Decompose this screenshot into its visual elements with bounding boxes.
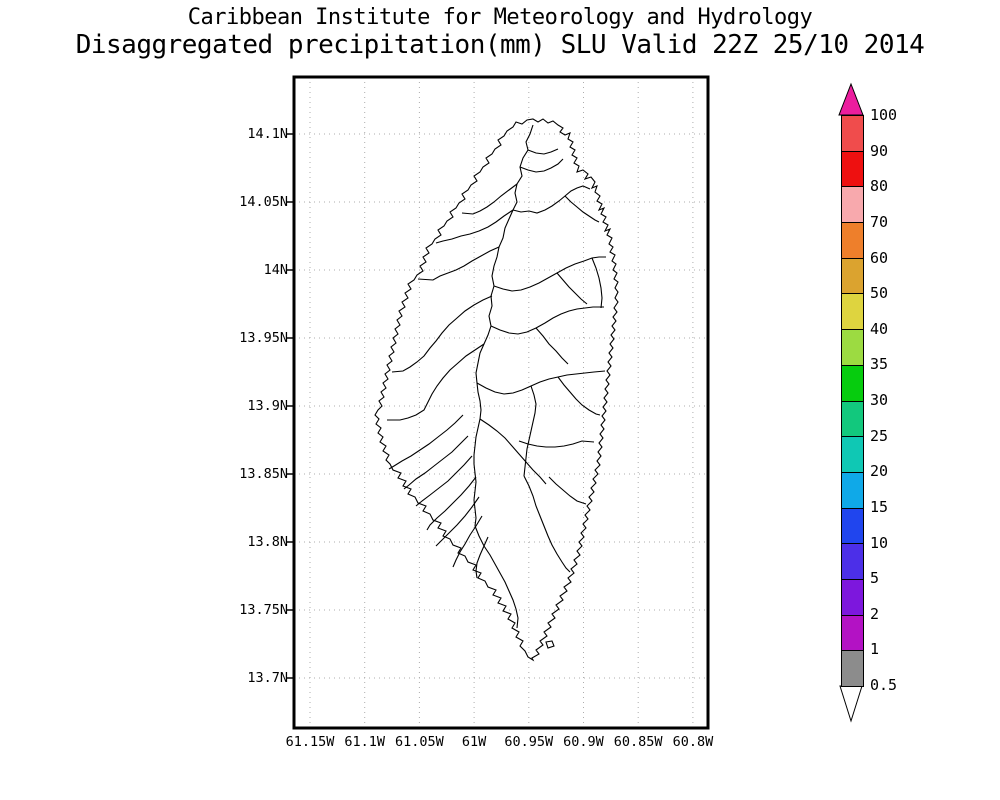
colorbar-value-label: 15	[870, 497, 889, 516]
lon-axis-label: 60.8W	[672, 734, 714, 750]
watershed-line	[461, 183, 518, 215]
lon-axis-label: 61.15W	[285, 734, 335, 750]
watershed-line	[426, 476, 477, 531]
watershed-line	[564, 195, 600, 223]
watershed-line	[417, 246, 500, 281]
colorbar-value-label: 2	[870, 604, 880, 623]
colorbar-value-label: 5	[870, 569, 880, 588]
colorbar-value-label: 80	[870, 177, 889, 196]
colorbar-value-label: 60	[870, 248, 889, 267]
watershed-line	[475, 209, 514, 384]
watershed-line	[490, 306, 604, 335]
colorbar-segment	[842, 437, 863, 473]
lat-axis-label: 13.9N	[247, 398, 288, 414]
colorbar-value-label: 1	[870, 640, 880, 659]
lat-axis-label: 14.1N	[247, 126, 288, 142]
watershed-line	[535, 327, 569, 365]
colorbar-value-label: 100	[870, 106, 898, 124]
watershed-line	[391, 295, 493, 373]
watershed-line	[512, 185, 591, 214]
colorbar-arrow-down	[839, 685, 863, 723]
lon-axis-label: 61.05W	[395, 734, 444, 750]
colorbar-segment	[842, 401, 863, 438]
colorbar-segment	[842, 508, 863, 545]
colorbar-value-label: 35	[870, 355, 889, 374]
watershed-line	[452, 515, 483, 568]
watershed-line	[512, 124, 534, 211]
watershed-line	[479, 418, 547, 485]
lat-axis-label: 13.7N	[247, 670, 288, 686]
watershed-line	[476, 370, 606, 395]
watershed-boundary-lines	[387, 124, 606, 629]
island-outline	[374, 118, 619, 662]
lon-axis-label: 61W	[461, 734, 487, 750]
watershed-line	[523, 475, 571, 573]
colorbar-segment	[842, 579, 863, 616]
watershed-line	[387, 343, 485, 421]
plot-frame	[292, 75, 710, 730]
colorbar-value-label: 70	[870, 212, 889, 231]
lat-axis-label: 13.8N	[247, 534, 288, 550]
colorbar-scale	[841, 115, 864, 687]
offshore-islet	[545, 640, 555, 649]
watershed-line	[473, 382, 482, 527]
lat-axis-label: 14.05N	[239, 194, 288, 210]
watershed-line	[415, 455, 473, 507]
colorbar-segment	[842, 294, 863, 331]
lon-axis-label: 60.9W	[563, 734, 604, 750]
lat-axis-label: 13.95N	[239, 330, 288, 346]
colorbar-value-label: 40	[870, 319, 889, 338]
colorbar-value-label: 90	[870, 141, 889, 160]
plot-title-line-1: Caribbean Institute for Meteorology and …	[187, 5, 813, 30]
lon-axis-label: 61.1W	[344, 734, 385, 750]
watershed-line	[475, 536, 489, 579]
colorbar-segment	[842, 651, 863, 686]
watershed-line	[556, 272, 588, 305]
colorbar-value-label: 50	[870, 284, 889, 303]
colorbar-segment	[842, 151, 863, 188]
colorbar-segment	[842, 258, 863, 295]
colorbar-segment	[842, 472, 863, 509]
watershed-line	[493, 256, 606, 292]
colorbar-segment	[842, 116, 863, 152]
colorbar-segment	[842, 223, 863, 259]
watershed-line	[557, 376, 601, 416]
colorbar-segment	[842, 615, 863, 652]
watershed-line	[474, 525, 519, 629]
colorbar-segment	[842, 330, 863, 366]
colorbar-segment	[842, 187, 863, 224]
colorbar-value-label: 10	[870, 533, 889, 552]
watershed-line	[403, 435, 469, 490]
plot-title-line-2: Disaggregated precipitation(mm) SLU Vali…	[75, 30, 925, 60]
colorbar-value-label: 0.5	[870, 676, 898, 694]
watershed-line	[435, 209, 514, 244]
lon-axis-label: 60.95W	[504, 734, 554, 750]
colorbar-value-label: 20	[870, 462, 889, 481]
watershed-line	[518, 440, 595, 448]
gridlines	[294, 77, 708, 728]
watershed-line	[527, 148, 559, 155]
watershed-line	[591, 257, 603, 309]
watershed-line	[519, 158, 564, 173]
colorbar-arrow-up	[838, 82, 864, 116]
watershed-line	[548, 476, 587, 505]
colorbar-value-label: 25	[870, 426, 889, 445]
lon-axis-label: 60.85W	[613, 734, 663, 750]
axis-ticks	[286, 133, 293, 679]
lat-axis-label: 14N	[263, 262, 288, 278]
lat-axis-label: 13.85N	[239, 466, 288, 482]
lat-axis-label: 13.75N	[239, 602, 288, 618]
watershed-line	[388, 414, 464, 470]
colorbar-value-label: 30	[870, 391, 889, 409]
colorbar-segment	[842, 365, 863, 402]
colorbar-segment	[842, 544, 863, 580]
watershed-line	[435, 496, 480, 547]
